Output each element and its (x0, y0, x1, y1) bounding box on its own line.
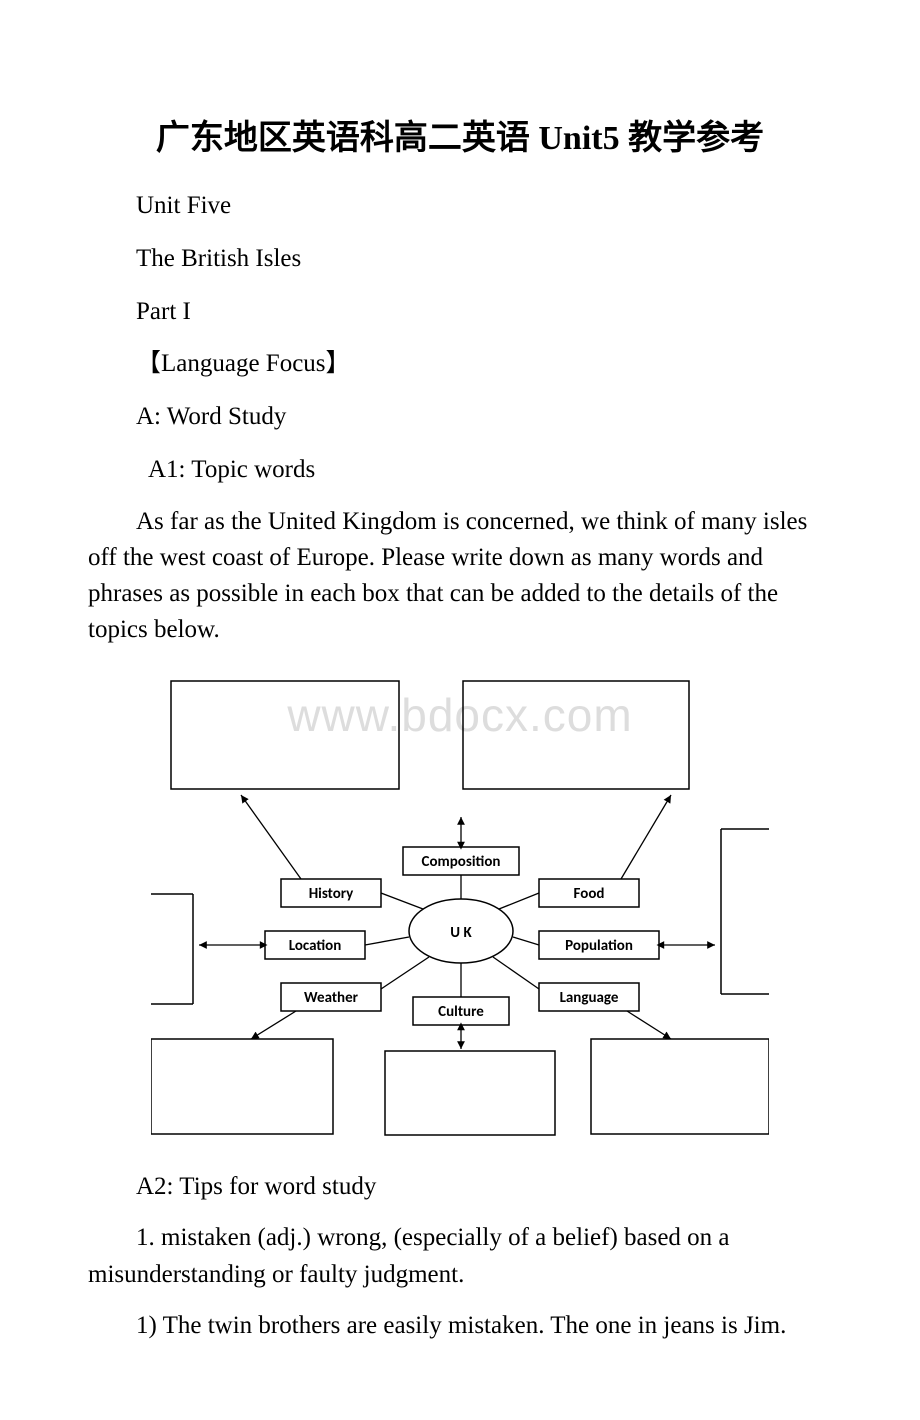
line-unit: Unit Five (88, 187, 832, 226)
arrow-food-box (621, 795, 671, 879)
outer-box-bottom-center (385, 1051, 555, 1135)
line-wordstudy: A: Word Study (88, 398, 832, 437)
line-example1: 1) The twin brothers are easily mistaken… (88, 1307, 832, 1346)
arrow-weather-box (251, 1011, 296, 1039)
node-history-label: History (309, 885, 354, 903)
diagram-svg: www.bdocx.com U K Compos (151, 669, 769, 1139)
edge-center-location (365, 937, 409, 945)
outer-box-bottom-right (591, 1039, 769, 1134)
paragraph-intro: As far as the United Kingdom is concerne… (88, 504, 832, 649)
paragraph-mistaken: 1. mistaken (adj.) wrong, (especially of… (88, 1220, 832, 1293)
arrow-language-box (627, 1011, 671, 1039)
line-subtitle: The British Isles (88, 240, 832, 279)
line-focus: 【Language Focus】 (88, 345, 832, 384)
node-language-label: Language (560, 989, 619, 1007)
node-weather-label: Weather (304, 989, 359, 1007)
document-page: 广东地区英语科高二英语 Unit5 教学参考 Unit Five The Bri… (0, 0, 920, 1420)
edge-center-history (381, 893, 423, 909)
line-part: Part I (88, 293, 832, 332)
edge-center-language (493, 957, 539, 989)
arrow-history-box (241, 795, 301, 879)
paragraph-mistaken-text: 1. mistaken (adj.) wrong, (especially of… (88, 1224, 730, 1287)
edge-center-population (513, 937, 539, 945)
node-composition-label: Composition (422, 853, 501, 871)
node-location-label: Location (289, 937, 342, 955)
line-a2: A2: Tips for word study (88, 1168, 832, 1207)
edge-center-weather (381, 957, 429, 989)
line-topicwords: A1: Topic words (88, 451, 832, 490)
node-culture-label: Culture (438, 1003, 484, 1021)
concept-diagram: www.bdocx.com U K Compos (151, 669, 769, 1144)
paragraph-intro-text: As far as the United Kingdom is concerne… (88, 508, 807, 644)
page-title: 广东地区英语科高二英语 Unit5 教学参考 (88, 110, 832, 159)
edge-center-food (499, 893, 539, 909)
outer-box-bottom-left (151, 1039, 333, 1134)
node-food-label: Food (574, 885, 605, 903)
center-node-label: U K (450, 924, 472, 942)
node-population-label: Population (565, 937, 633, 955)
watermark-text: www.bdocx.com (286, 689, 632, 741)
